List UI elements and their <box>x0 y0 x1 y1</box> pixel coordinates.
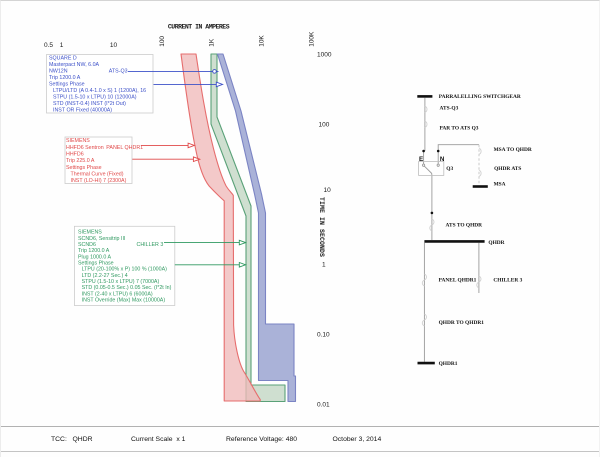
svg-text:10K: 10K <box>259 35 266 47</box>
svg-text:E: E <box>419 156 423 163</box>
svg-text:Trip 1200.0 A: Trip 1200.0 A <box>49 75 81 81</box>
svg-text:MSA: MSA <box>494 181 506 187</box>
svg-text:STPU (1.5-10 x LTPU) 7 (7000A): STPU (1.5-10 x LTPU) 7 (7000A) <box>82 279 160 285</box>
svg-text:Thermal Curve (Fixed): Thermal Curve (Fixed) <box>71 171 124 177</box>
svg-text:0.5: 0.5 <box>44 42 53 49</box>
svg-text:INST (LO-HI) 7 (2300A): INST (LO-HI) 7 (2300A) <box>71 178 127 184</box>
svg-text:PARRALELLING SWITCHGEAR: PARRALELLING SWITCHGEAR <box>439 94 521 100</box>
svg-text:Q3: Q3 <box>446 166 453 172</box>
svg-text:CHILLER 3: CHILLER 3 <box>493 278 522 284</box>
svg-text:TCC: QHDR: TCC: QHDR <box>51 436 93 443</box>
svg-text:1: 1 <box>322 262 326 269</box>
svg-text:STD (INST-0.4) INST (I*2t Out): STD (INST-0.4) INST (I*2t Out) <box>53 101 126 107</box>
svg-text:CURRENT IN AMPERES: CURRENT IN AMPERES <box>168 23 230 30</box>
svg-text:QHDR1: QHDR1 <box>439 361 458 367</box>
svg-text:Trip 1200.0 A: Trip 1200.0 A <box>78 248 110 254</box>
svg-text:Plug 1000.0 A: Plug 1000.0 A <box>78 254 111 260</box>
svg-text:1: 1 <box>60 42 64 49</box>
svg-text:100: 100 <box>159 36 166 47</box>
svg-text:1000: 1000 <box>317 52 332 59</box>
svg-text:TIME IN SECONDS: TIME IN SECONDS <box>318 197 325 257</box>
svg-text:INST OR Fixed (40000A): INST OR Fixed (40000A) <box>53 108 112 114</box>
svg-text:PAR TO ATS Q3: PAR TO ATS Q3 <box>440 126 479 132</box>
svg-text:Settings Phase: Settings Phase <box>78 261 114 267</box>
svg-text:ATS-Q3: ATS-Q3 <box>440 106 459 112</box>
svg-text:10: 10 <box>110 42 118 49</box>
svg-text:CHILLER 3: CHILLER 3 <box>137 242 164 248</box>
svg-text:SCND6, Sensitrip III: SCND6, Sensitrip III <box>78 236 125 242</box>
svg-text:LTPU (20-100% x P) 100 % (1000: LTPU (20-100% x P) 100 % (1000A) <box>82 267 168 273</box>
svg-text:LTD (2.2-27 Sec.) 4: LTD (2.2-27 Sec.) 4 <box>82 273 128 279</box>
svg-text:October 3, 2014: October 3, 2014 <box>333 436 382 443</box>
svg-text:Masterpact NW, 6.0A: Masterpact NW, 6.0A <box>49 62 100 68</box>
svg-text:SIEMENS: SIEMENS <box>66 138 90 144</box>
svg-text:HHFD6 Sentron: HHFD6 Sentron <box>66 145 104 151</box>
svg-text:QHDR ATS: QHDR ATS <box>494 166 521 172</box>
svg-text:HHFD6: HHFD6 <box>66 152 84 158</box>
svg-text:10: 10 <box>324 187 332 194</box>
svg-text:QHDR TO QHDR1: QHDR TO QHDR1 <box>439 320 485 326</box>
svg-text:QHDR: QHDR <box>488 240 504 246</box>
svg-text:PANEL QHDR1: PANEL QHDR1 <box>106 145 143 151</box>
svg-text:SQUARE D: SQUARE D <box>49 56 77 62</box>
svg-text:STD (0.05-0.5 Sec.) 0.05 Sec.: STD (0.05-0.5 Sec.) 0.05 Sec. (I*2t In) <box>82 285 172 291</box>
svg-text:Trip 225.0 A: Trip 225.0 A <box>66 158 95 164</box>
svg-text:ATS TO QHDR: ATS TO QHDR <box>446 222 483 228</box>
svg-text:0.01: 0.01 <box>317 402 330 409</box>
svg-text:ATS-Q3: ATS-Q3 <box>109 69 128 75</box>
svg-text:SIEMENS: SIEMENS <box>78 230 102 236</box>
svg-text:LTPU/LTD (A 0.4-1.0 x S) 1 (12: LTPU/LTD (A 0.4-1.0 x S) 1 (1200A), 16 <box>53 88 146 94</box>
svg-text:MSA TO QHDR: MSA TO QHDR <box>494 147 532 153</box>
svg-text:INST (2-40 x LTPU) 6 (6000A): INST (2-40 x LTPU) 6 (6000A) <box>82 291 153 297</box>
svg-text:PANEL QHDR1: PANEL QHDR1 <box>439 278 477 284</box>
svg-text:SCND6: SCND6 <box>78 242 96 248</box>
svg-text:Settings Phase: Settings Phase <box>49 82 85 88</box>
svg-text:Current Scale x 1: Current Scale x 1 <box>131 436 186 443</box>
svg-text:1K: 1K <box>209 38 216 47</box>
svg-text:0.10: 0.10 <box>317 332 330 339</box>
svg-text:100: 100 <box>319 122 330 129</box>
svg-text:N: N <box>440 156 445 163</box>
svg-text:INST Override (Max) Max (10000: INST Override (Max) Max (10000A) <box>82 298 166 304</box>
svg-text:NW12N: NW12N <box>49 69 68 75</box>
svg-text:STPU (1.5-10 x LTPU) 10 (12000: STPU (1.5-10 x LTPU) 10 (12000A) <box>53 95 137 101</box>
svg-text:Reference Voltage: 480: Reference Voltage: 480 <box>226 436 297 443</box>
svg-text:100K: 100K <box>309 31 316 47</box>
svg-text:Settings Phase: Settings Phase <box>66 165 102 171</box>
